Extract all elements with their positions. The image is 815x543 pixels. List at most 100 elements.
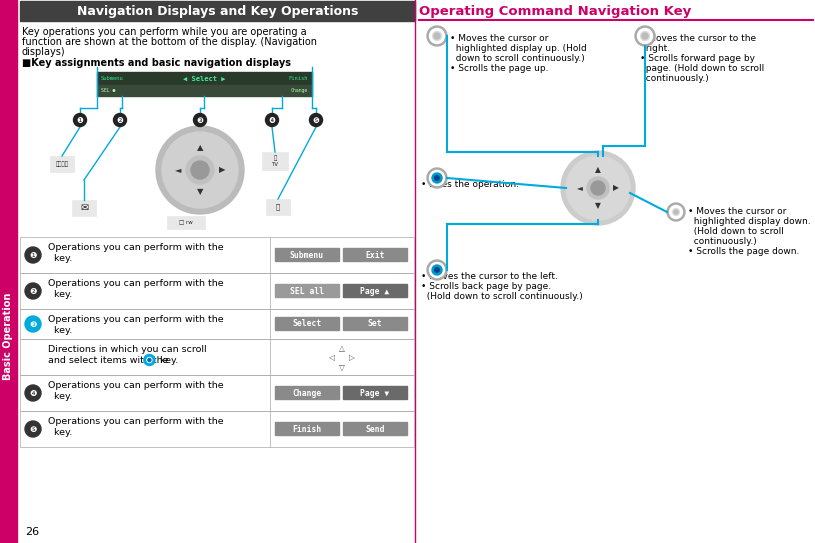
Text: down to scroll continuously.): down to scroll continuously.) [450,54,584,63]
Text: • Scrolls the page up.: • Scrolls the page up. [450,64,548,73]
Text: メニュー: メニュー [55,161,68,167]
Text: 📷
TV: 📷 TV [271,155,279,167]
Bar [343,248,407,261]
Circle shape [25,247,41,263]
Text: Submenu: Submenu [290,250,324,260]
Circle shape [427,260,447,280]
Bar [20,273,414,309]
Text: Exit: Exit [365,250,385,260]
Text: Change: Change [291,88,308,93]
Text: (Hold down to scroll continuously.): (Hold down to scroll continuously.) [421,292,583,301]
Circle shape [266,113,279,127]
Text: function are shown at the bottom of the display. (Navigation: function are shown at the bottom of the … [22,37,317,47]
Text: • Moves the cursor or: • Moves the cursor or [450,34,548,43]
Bar [20,237,414,273]
Bar [50,156,74,172]
Text: • Moves the cursor or: • Moves the cursor or [688,207,786,216]
Text: Operations you can perform with the: Operations you can perform with the [48,279,223,288]
Text: ❷: ❷ [117,116,123,124]
Text: ▶: ▶ [613,184,619,193]
Text: ◄: ◄ [577,184,583,193]
Circle shape [432,265,442,275]
Bar [275,248,339,261]
Text: ❹: ❹ [269,116,275,124]
Bar [20,411,414,447]
Circle shape [641,31,650,41]
Text: key.: key. [48,290,73,299]
Text: Set: Set [368,319,382,329]
Text: highlighted display down.: highlighted display down. [688,217,811,226]
Circle shape [430,171,444,186]
Circle shape [434,33,440,39]
Bar [343,317,407,330]
Bar [20,1,415,21]
Circle shape [191,161,209,179]
Circle shape [430,262,444,277]
Circle shape [674,210,678,214]
Text: Directions in which you can scroll: Directions in which you can scroll [48,345,207,354]
Text: SEL ●: SEL ● [101,88,116,93]
Bar [20,339,414,375]
Text: ▲: ▲ [595,166,601,174]
Text: ❺: ❺ [29,425,37,433]
Text: • Scrolls forward page by: • Scrolls forward page by [640,54,755,63]
Circle shape [561,151,635,225]
Text: Submenu: Submenu [101,76,124,81]
Text: ◀ Select ▶: ◀ Select ▶ [183,75,226,81]
Text: 26: 26 [25,527,39,537]
Circle shape [193,113,206,127]
Text: ❸: ❸ [29,319,37,329]
Circle shape [144,355,155,365]
Text: page. (Hold down to scroll: page. (Hold down to scroll [640,64,764,73]
Circle shape [669,205,682,218]
Bar [167,216,205,229]
Text: ◄: ◄ [174,166,181,174]
Bar [20,309,414,339]
Text: Finish: Finish [289,76,308,81]
Text: Operations you can perform with the: Operations you can perform with the [48,243,223,252]
Text: key.: key. [157,356,178,365]
Bar [97,85,312,96]
Circle shape [434,176,439,180]
Text: Operations you can perform with the: Operations you can perform with the [48,315,223,324]
Text: ■Key assignments and basic navigation displays: ■Key assignments and basic navigation di… [22,58,291,68]
Circle shape [637,28,653,43]
Circle shape [587,177,609,199]
Text: ▽: ▽ [339,363,345,371]
Text: △: △ [339,344,345,353]
Text: continuously.): continuously.) [640,74,709,83]
Circle shape [672,209,680,216]
Circle shape [433,31,442,41]
Circle shape [667,203,685,221]
Text: key.: key. [48,428,73,437]
Circle shape [635,26,655,46]
Text: • Fixes the operation.: • Fixes the operation. [421,180,519,189]
Circle shape [148,358,151,362]
Circle shape [427,168,447,188]
Text: ❸: ❸ [196,116,204,124]
Circle shape [642,33,648,39]
Circle shape [566,156,630,220]
Text: ▼: ▼ [595,201,601,211]
Circle shape [162,132,238,208]
Text: 📋: 📋 [275,204,280,210]
Text: • Moves the cursor to the left.: • Moves the cursor to the left. [421,272,558,281]
Text: ◁: ◁ [329,353,335,363]
Text: ▷: ▷ [349,353,355,363]
Text: Page ▼: Page ▼ [360,388,390,397]
Text: displays): displays) [22,47,66,57]
Bar [20,375,414,411]
Circle shape [147,357,152,363]
Text: ❷: ❷ [29,287,37,295]
Text: Operating Command Navigation Key: Operating Command Navigation Key [419,5,691,18]
Bar [275,284,339,297]
Bar [72,200,96,216]
Text: Operations you can perform with the: Operations you can perform with the [48,417,223,426]
Text: Basic Operation: Basic Operation [3,293,14,380]
Text: Select: Select [293,319,322,329]
Text: Page ▲: Page ▲ [360,287,390,295]
Bar [343,386,407,399]
Bar [343,284,407,297]
Bar [343,422,407,435]
Text: • Moves the cursor to the: • Moves the cursor to the [640,34,756,43]
